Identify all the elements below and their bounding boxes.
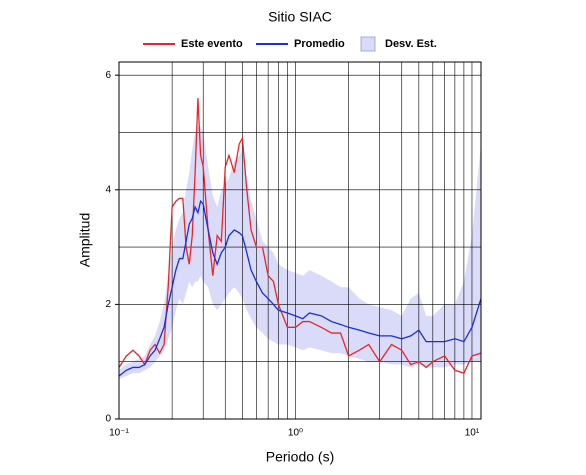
y-tick-label: 2	[105, 299, 111, 310]
y-tick-label: 6	[105, 70, 111, 81]
y-tick-label: 0	[105, 414, 111, 425]
x-tick-label: 10⁰	[288, 428, 303, 439]
x-tick-label: 10¹	[465, 428, 480, 439]
legend-label: Este evento	[181, 38, 243, 50]
y-axis-label: Amplitud	[77, 213, 93, 267]
x-tick-label: 10⁻¹	[109, 428, 129, 439]
legend-label: Promedio	[294, 38, 345, 50]
x-axis-label: Periodo (s)	[266, 449, 334, 465]
legend-label: Desv. Est.	[385, 38, 437, 50]
plot-frame	[118, 61, 482, 420]
chart-title: Sitio SIAC	[268, 9, 332, 25]
y-tick-label: 4	[105, 184, 111, 195]
series-line	[119, 199, 481, 377]
series-line	[119, 98, 481, 374]
lines	[119, 98, 481, 377]
legend-swatch	[360, 36, 376, 52]
